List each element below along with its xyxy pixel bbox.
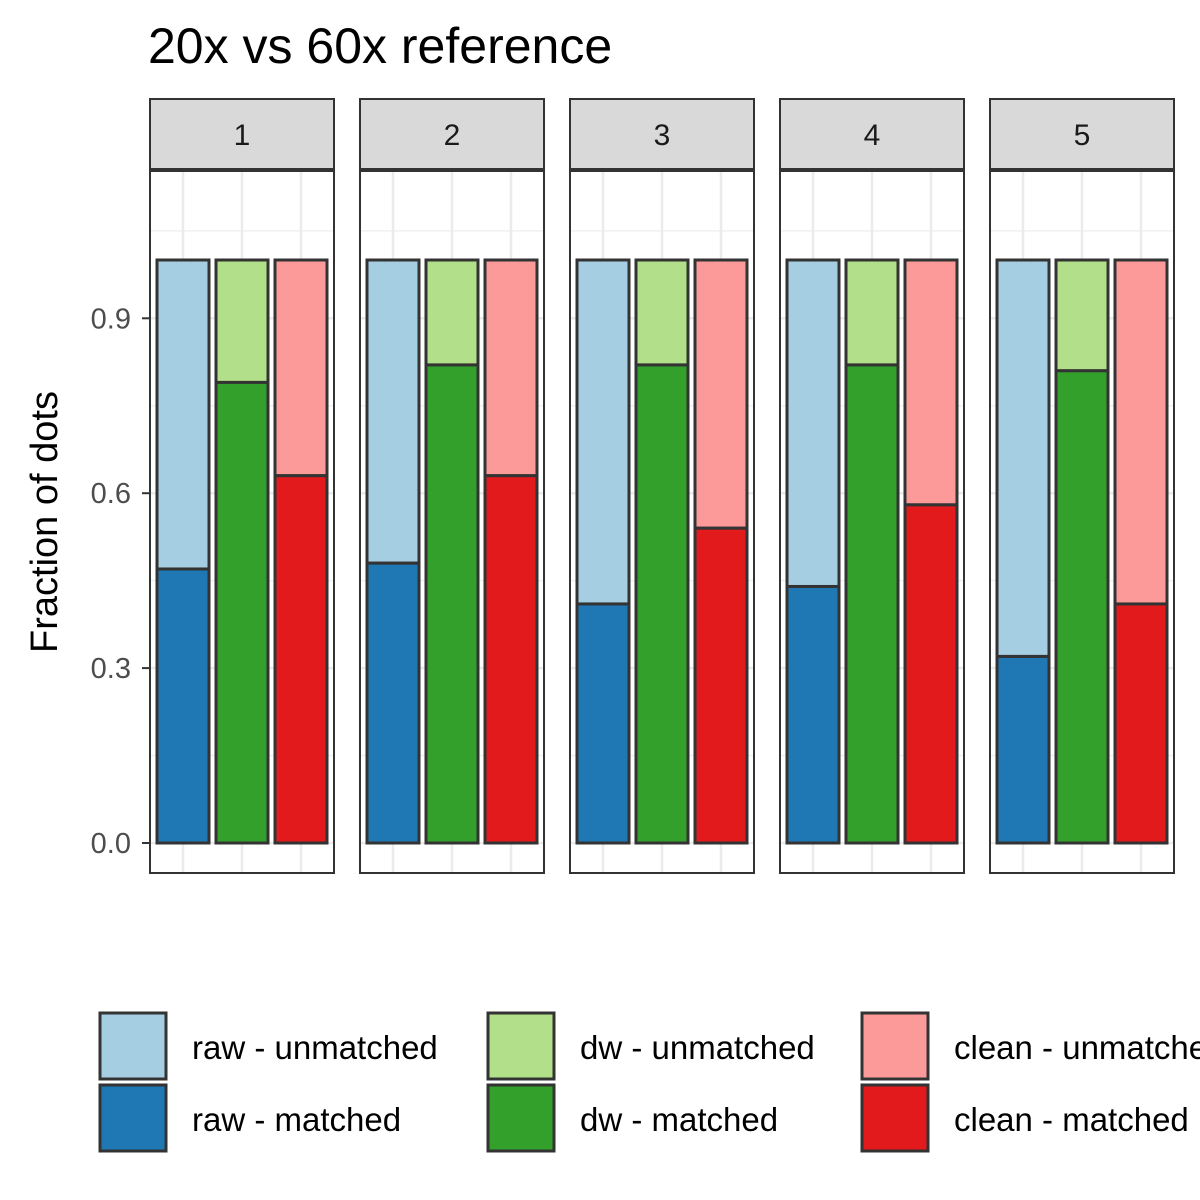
legend: raw - unmatched raw - matched dw - unmatch… xyxy=(98,1011,1200,1153)
bar-dw-matched xyxy=(1054,369,1110,845)
legend-item: dw - matched xyxy=(486,1083,778,1153)
bar-raw-unmatched xyxy=(785,258,841,588)
facet-panel-1: n=2n=1n=11 xyxy=(149,98,335,874)
y-tick-label: 0.6 xyxy=(91,478,131,510)
y-tick-label: 0.0 xyxy=(91,828,131,860)
bar-clean-matched xyxy=(273,474,329,845)
bar-raw-unmatched xyxy=(155,258,211,571)
bar-clean-unmatched xyxy=(483,258,539,478)
panel-border xyxy=(779,170,965,874)
legend-label: dw - unmatched xyxy=(580,1029,815,1066)
bar-dw-matched xyxy=(424,363,480,845)
bar-dw-unmatched xyxy=(214,258,270,384)
y-axis-title: Fraction of dots xyxy=(24,391,66,653)
bar-raw-matched xyxy=(365,561,421,845)
bar-clean-matched xyxy=(1113,602,1169,845)
facet-strip xyxy=(779,98,965,170)
facet-strip xyxy=(569,98,755,170)
facet-strip xyxy=(359,98,545,170)
bar-clean-matched xyxy=(693,526,749,845)
bar-raw-matched xyxy=(995,654,1051,845)
y-tick-label: 0.3 xyxy=(91,653,131,685)
facet-strip-label: 2 xyxy=(444,119,461,152)
bar-clean-unmatched xyxy=(903,258,959,507)
legend-label: clean - unmatched xyxy=(954,1029,1200,1066)
bar-dw-unmatched xyxy=(844,258,900,367)
facet-strip-label: 1 xyxy=(234,119,251,152)
legend-swatch xyxy=(98,1083,168,1153)
legend-label: clean - matched xyxy=(954,1101,1189,1138)
facet-strip xyxy=(989,98,1175,170)
facet-strip xyxy=(149,98,335,170)
legend-swatch xyxy=(486,1083,556,1153)
bar-dw-unmatched xyxy=(634,258,690,367)
legend-item: raw - matched xyxy=(98,1083,401,1153)
facet-strip-label: 4 xyxy=(864,119,881,152)
legend-item: clean - unmatched xyxy=(860,1011,1200,1081)
legend-label: dw - matched xyxy=(580,1101,778,1138)
facet-strip-label: 5 xyxy=(1074,119,1091,152)
bar-raw-unmatched xyxy=(365,258,421,565)
legend-label: raw - unmatched xyxy=(192,1029,438,1066)
bar-raw-unmatched xyxy=(995,258,1051,658)
y-axis: 0.0 0.3 0.6 0.9 xyxy=(91,303,150,860)
facet-panel-4: n=3n=1n=24 xyxy=(779,98,965,874)
bar-clean-matched xyxy=(483,474,539,845)
panel-border xyxy=(359,170,545,874)
bar-dw-matched xyxy=(844,363,900,845)
legend-swatch xyxy=(98,1011,168,1081)
bar-dw-unmatched xyxy=(1054,258,1110,373)
bar-raw-matched xyxy=(785,584,841,845)
legend-item: dw - unmatched xyxy=(486,1011,815,1081)
bar-raw-matched xyxy=(155,567,211,845)
bar-clean-unmatched xyxy=(693,258,749,530)
facet-strip-label: 3 xyxy=(654,119,671,152)
bar-clean-unmatched xyxy=(273,258,329,478)
bar-dw-matched xyxy=(634,363,690,845)
legend-swatch xyxy=(486,1011,556,1081)
legend-swatch xyxy=(860,1083,930,1153)
panel-border xyxy=(569,170,755,874)
legend-item: clean - matched xyxy=(860,1083,1189,1153)
legend-swatch xyxy=(860,1011,930,1081)
facet-panel-5: n=3n=2n=25 xyxy=(989,98,1175,874)
bar-dw-matched xyxy=(214,380,270,845)
panel-border xyxy=(149,170,335,874)
bar-raw-matched xyxy=(575,602,631,845)
bar-clean-matched xyxy=(903,503,959,845)
y-tick-label: 0.9 xyxy=(91,303,131,335)
facet-panel-2: n=3n=1n=22 xyxy=(359,98,545,874)
facet-panels: n=2n=1n=11n=3n=1n=22n=1n=9n=13n=3n=1n=24… xyxy=(149,98,1175,874)
bar-raw-unmatched xyxy=(575,258,631,606)
legend-label: raw - matched xyxy=(192,1101,401,1138)
panel-border xyxy=(989,170,1175,874)
bar-dw-unmatched xyxy=(424,258,480,367)
bar-clean-unmatched xyxy=(1113,258,1169,606)
legend-item: raw - unmatched xyxy=(98,1011,438,1081)
facet-panel-3: n=1n=9n=13 xyxy=(569,98,755,874)
chart-title: 20x vs 60x reference xyxy=(148,18,612,74)
